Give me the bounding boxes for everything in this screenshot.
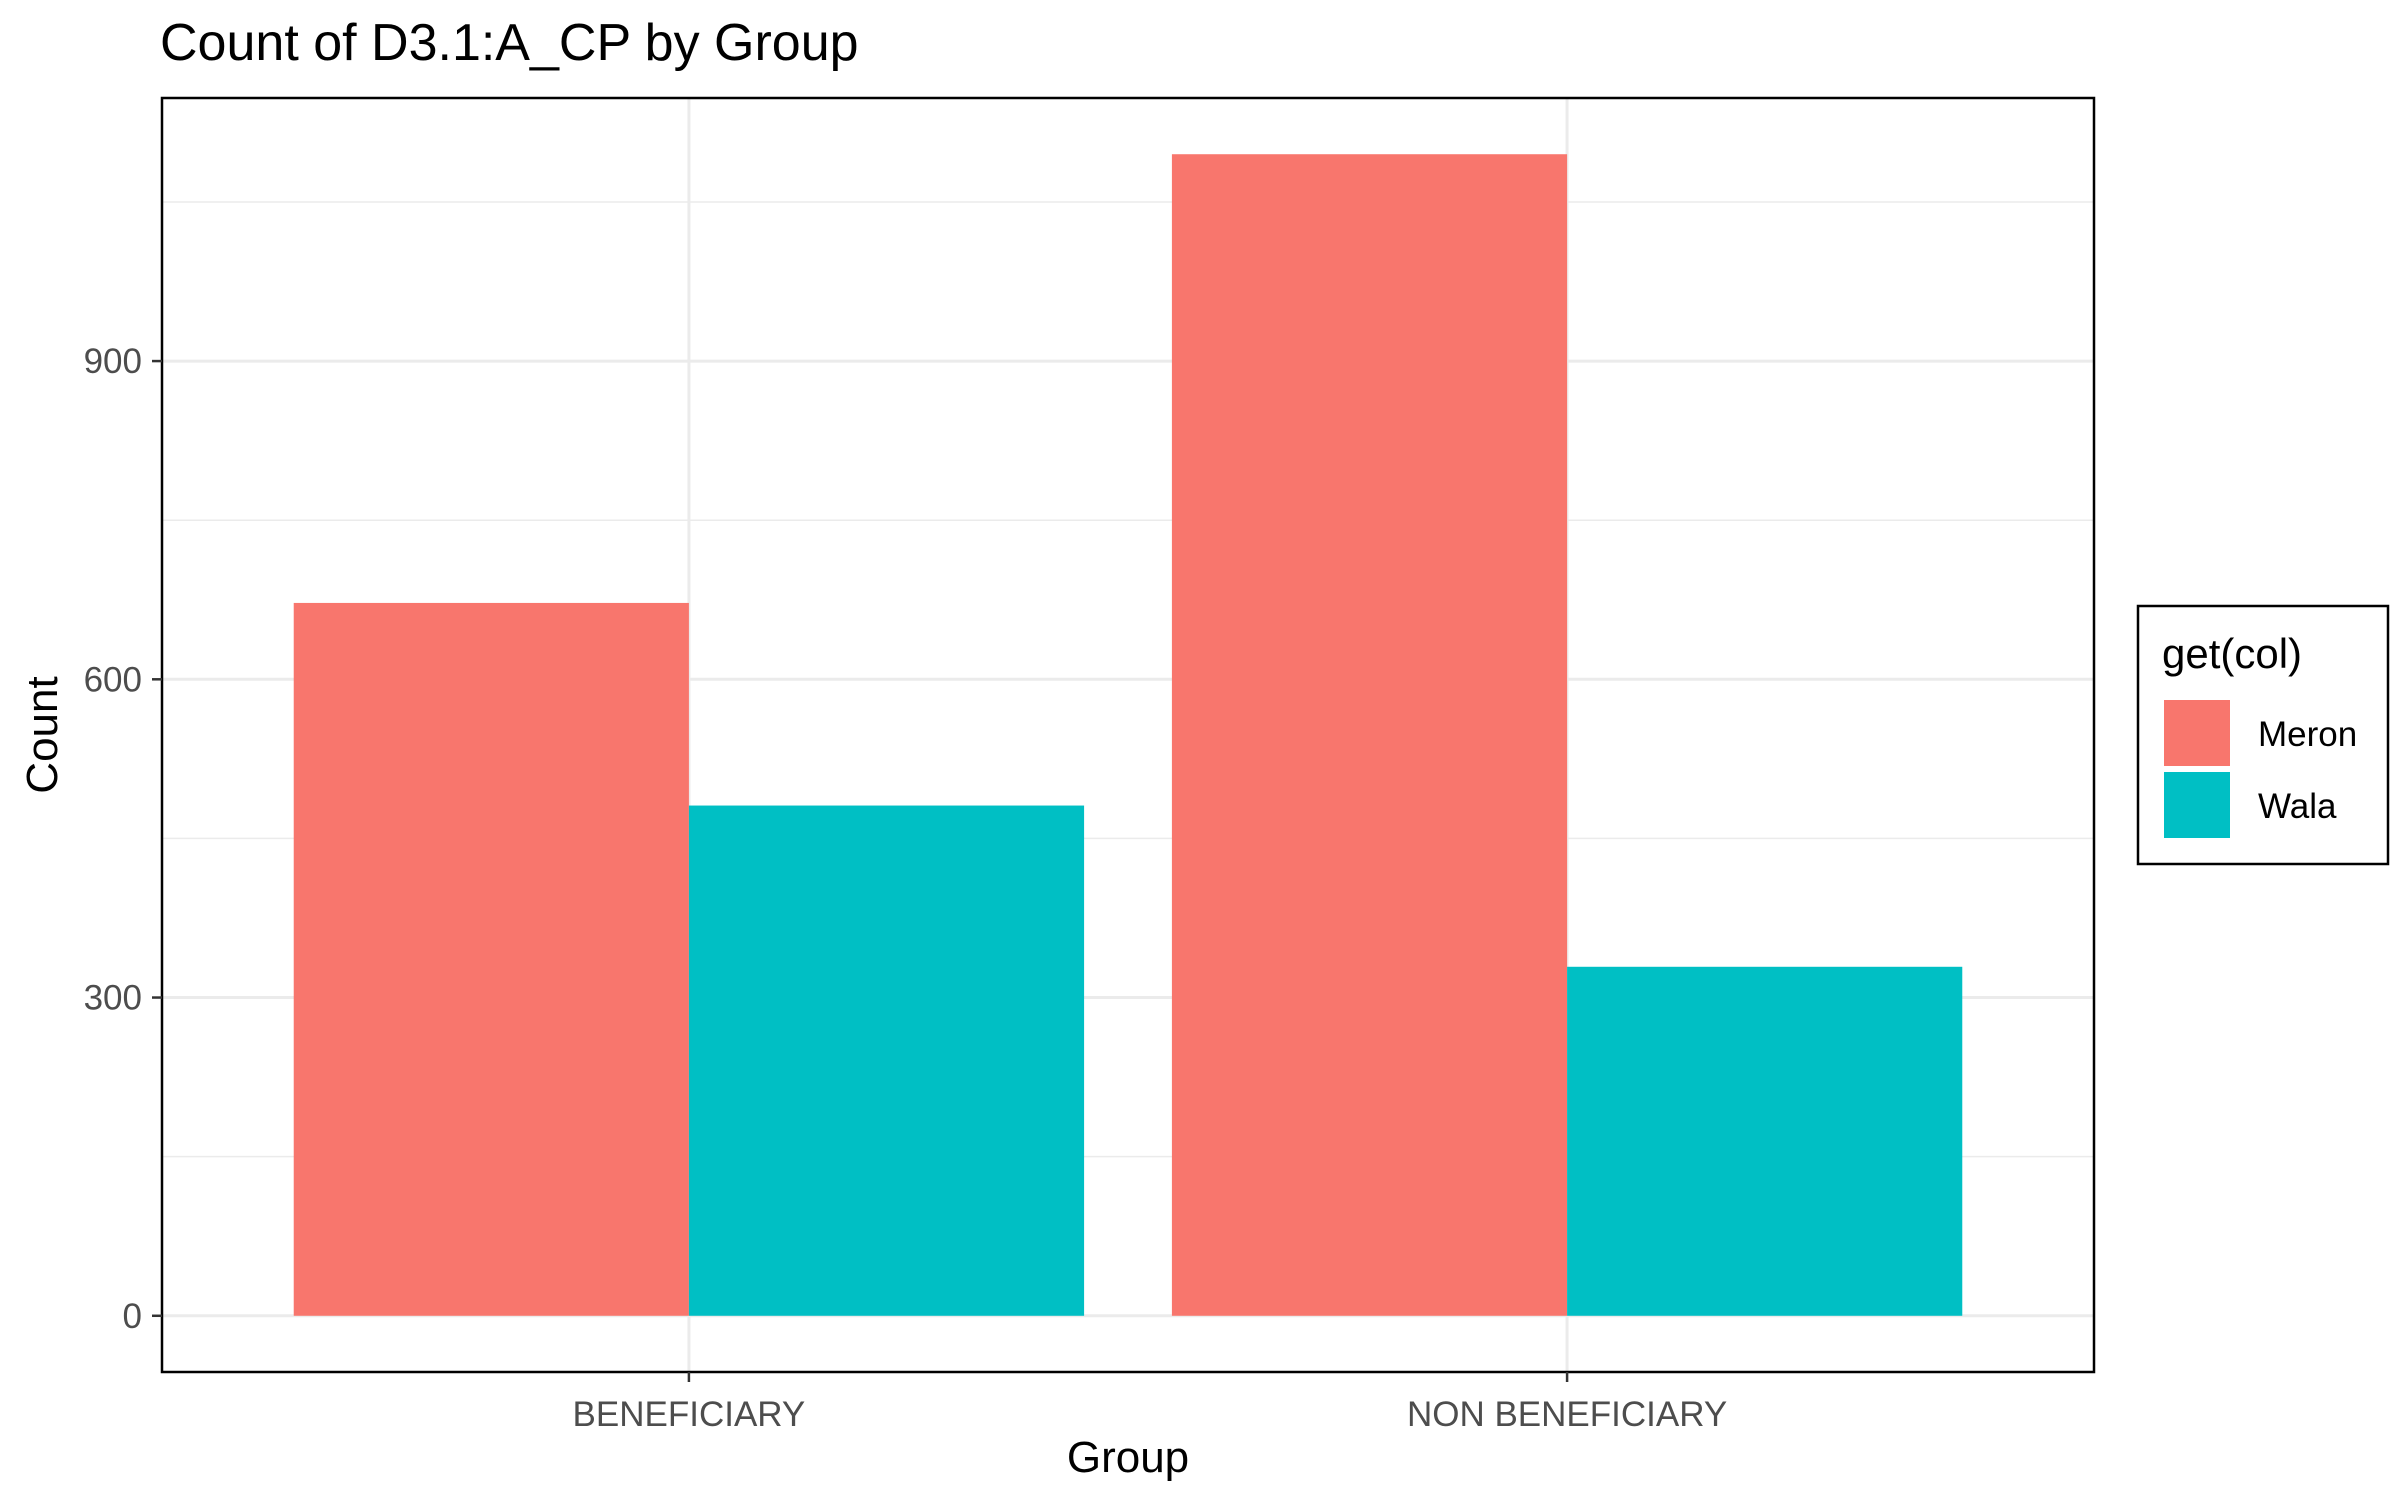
- legend-key-wala: [2164, 772, 2230, 838]
- x-axis-title: Group: [1067, 1433, 1189, 1482]
- y-tick-label: 600: [84, 660, 142, 699]
- bar-meron-beneficiary: [293, 602, 689, 1316]
- y-axis-title: Count: [18, 676, 67, 793]
- x-tick-label: NON BENEFICIARY: [1407, 1395, 1727, 1434]
- y-tick-label: 300: [84, 979, 142, 1018]
- legend-key-meron: [2164, 700, 2230, 766]
- legend-label-meron: Meron: [2258, 715, 2357, 754]
- x-tick-label: BENEFICIARY: [573, 1395, 806, 1434]
- chart-title: Count of D3.1:A_CP by Group: [160, 14, 859, 72]
- legend-title: get(col): [2162, 630, 2302, 677]
- bar-wala-non-beneficiary: [1567, 966, 1963, 1316]
- y-tick-label: 900: [84, 342, 142, 381]
- legend: get(col) Meron Wala: [2136, 604, 2390, 866]
- x-axis: BENEFICIARY NON BENEFICIARY: [573, 1372, 1727, 1434]
- bars: [293, 154, 1963, 1316]
- bar-wala-beneficiary: [688, 805, 1085, 1316]
- legend-label-wala: Wala: [2258, 787, 2337, 826]
- legend-items: Meron Wala: [2164, 700, 2357, 838]
- plot-panel-border: [160, 96, 2096, 1374]
- bar-meron-non-beneficiary: [1171, 154, 1568, 1316]
- y-axis: 0 300 600 900: [84, 342, 162, 1336]
- y-tick-label: 0: [123, 1297, 142, 1336]
